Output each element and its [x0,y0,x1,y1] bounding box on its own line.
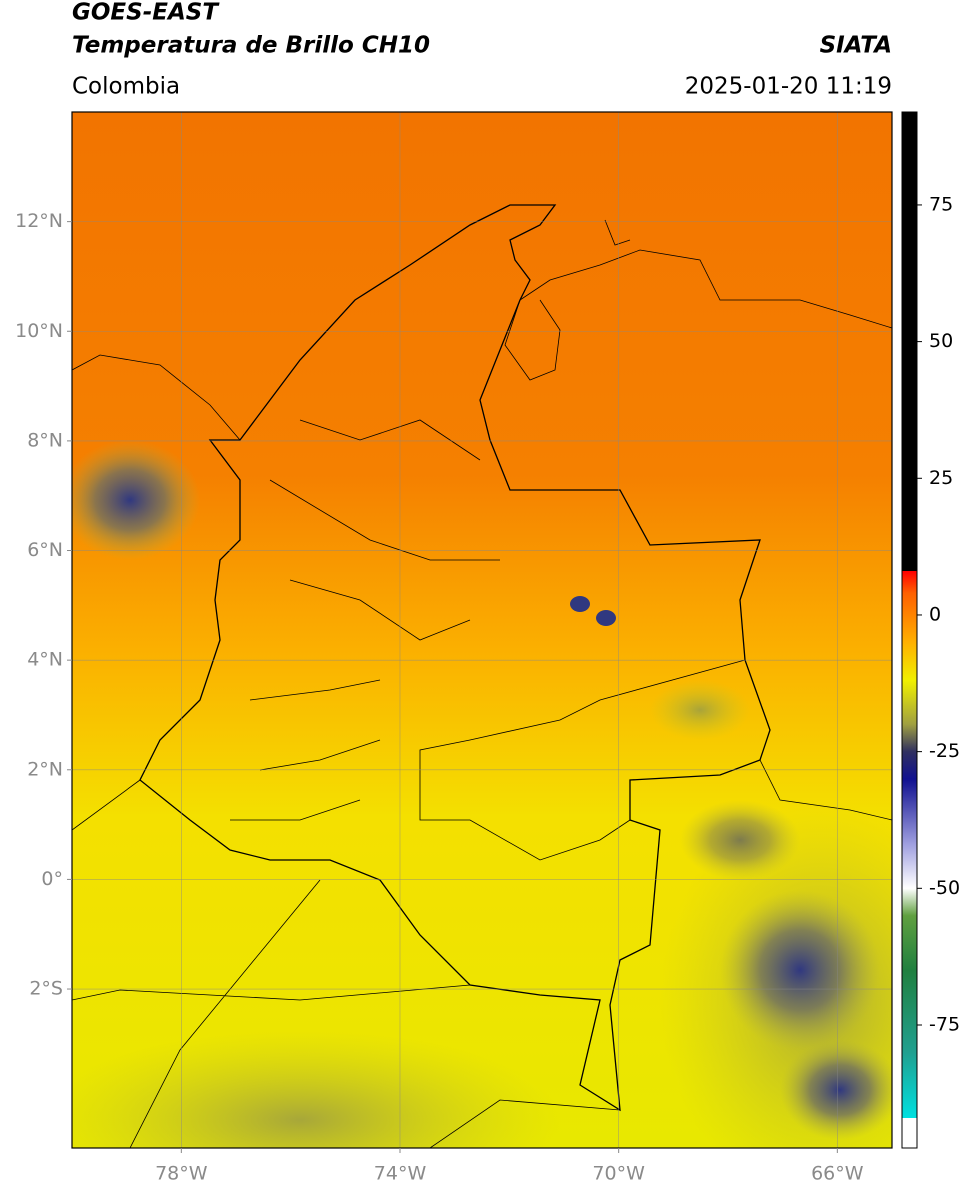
y-tick-label: 4°N [27,649,63,671]
y-tick-label: 2°S [29,978,63,1000]
map-frame [71,111,893,1149]
map-image [72,112,892,1148]
y-tick-label: 10°N [15,320,63,342]
y-tick-label: 6°N [27,539,63,561]
x-tick-label: 78°W [155,1163,208,1185]
timestamp: 2025-01-20 11:19 [685,74,892,100]
colorbar-tick-label: 0 [929,603,941,625]
colorbar-tick-label: 50 [929,330,953,352]
source: SIATA [820,33,892,59]
colorbar [901,111,918,1149]
y-tick-label: 12°N [15,210,63,232]
x-tick-label: 70°W [592,1163,645,1185]
y-tick-label: 8°N [27,429,63,451]
x-tick-label: 74°W [374,1163,427,1185]
colorbar-tick-label: 75 [929,193,953,215]
title: GOES-EAST [72,0,220,26]
colorbar-tick-label: -50 [929,877,960,899]
colorbar-tick-label: -25 [929,740,960,762]
x-tick-label: 66°W [811,1163,864,1185]
y-tick-label: 2°N [27,758,63,780]
grid [72,112,892,1148]
colorbar-tick-label: 25 [929,467,953,489]
y-tick-label: 0° [41,868,63,890]
title: Temperatura de Brillo CH10 [72,33,430,59]
region: Colombia [72,74,180,100]
colorbar-tick-label: -75 [929,1013,960,1035]
